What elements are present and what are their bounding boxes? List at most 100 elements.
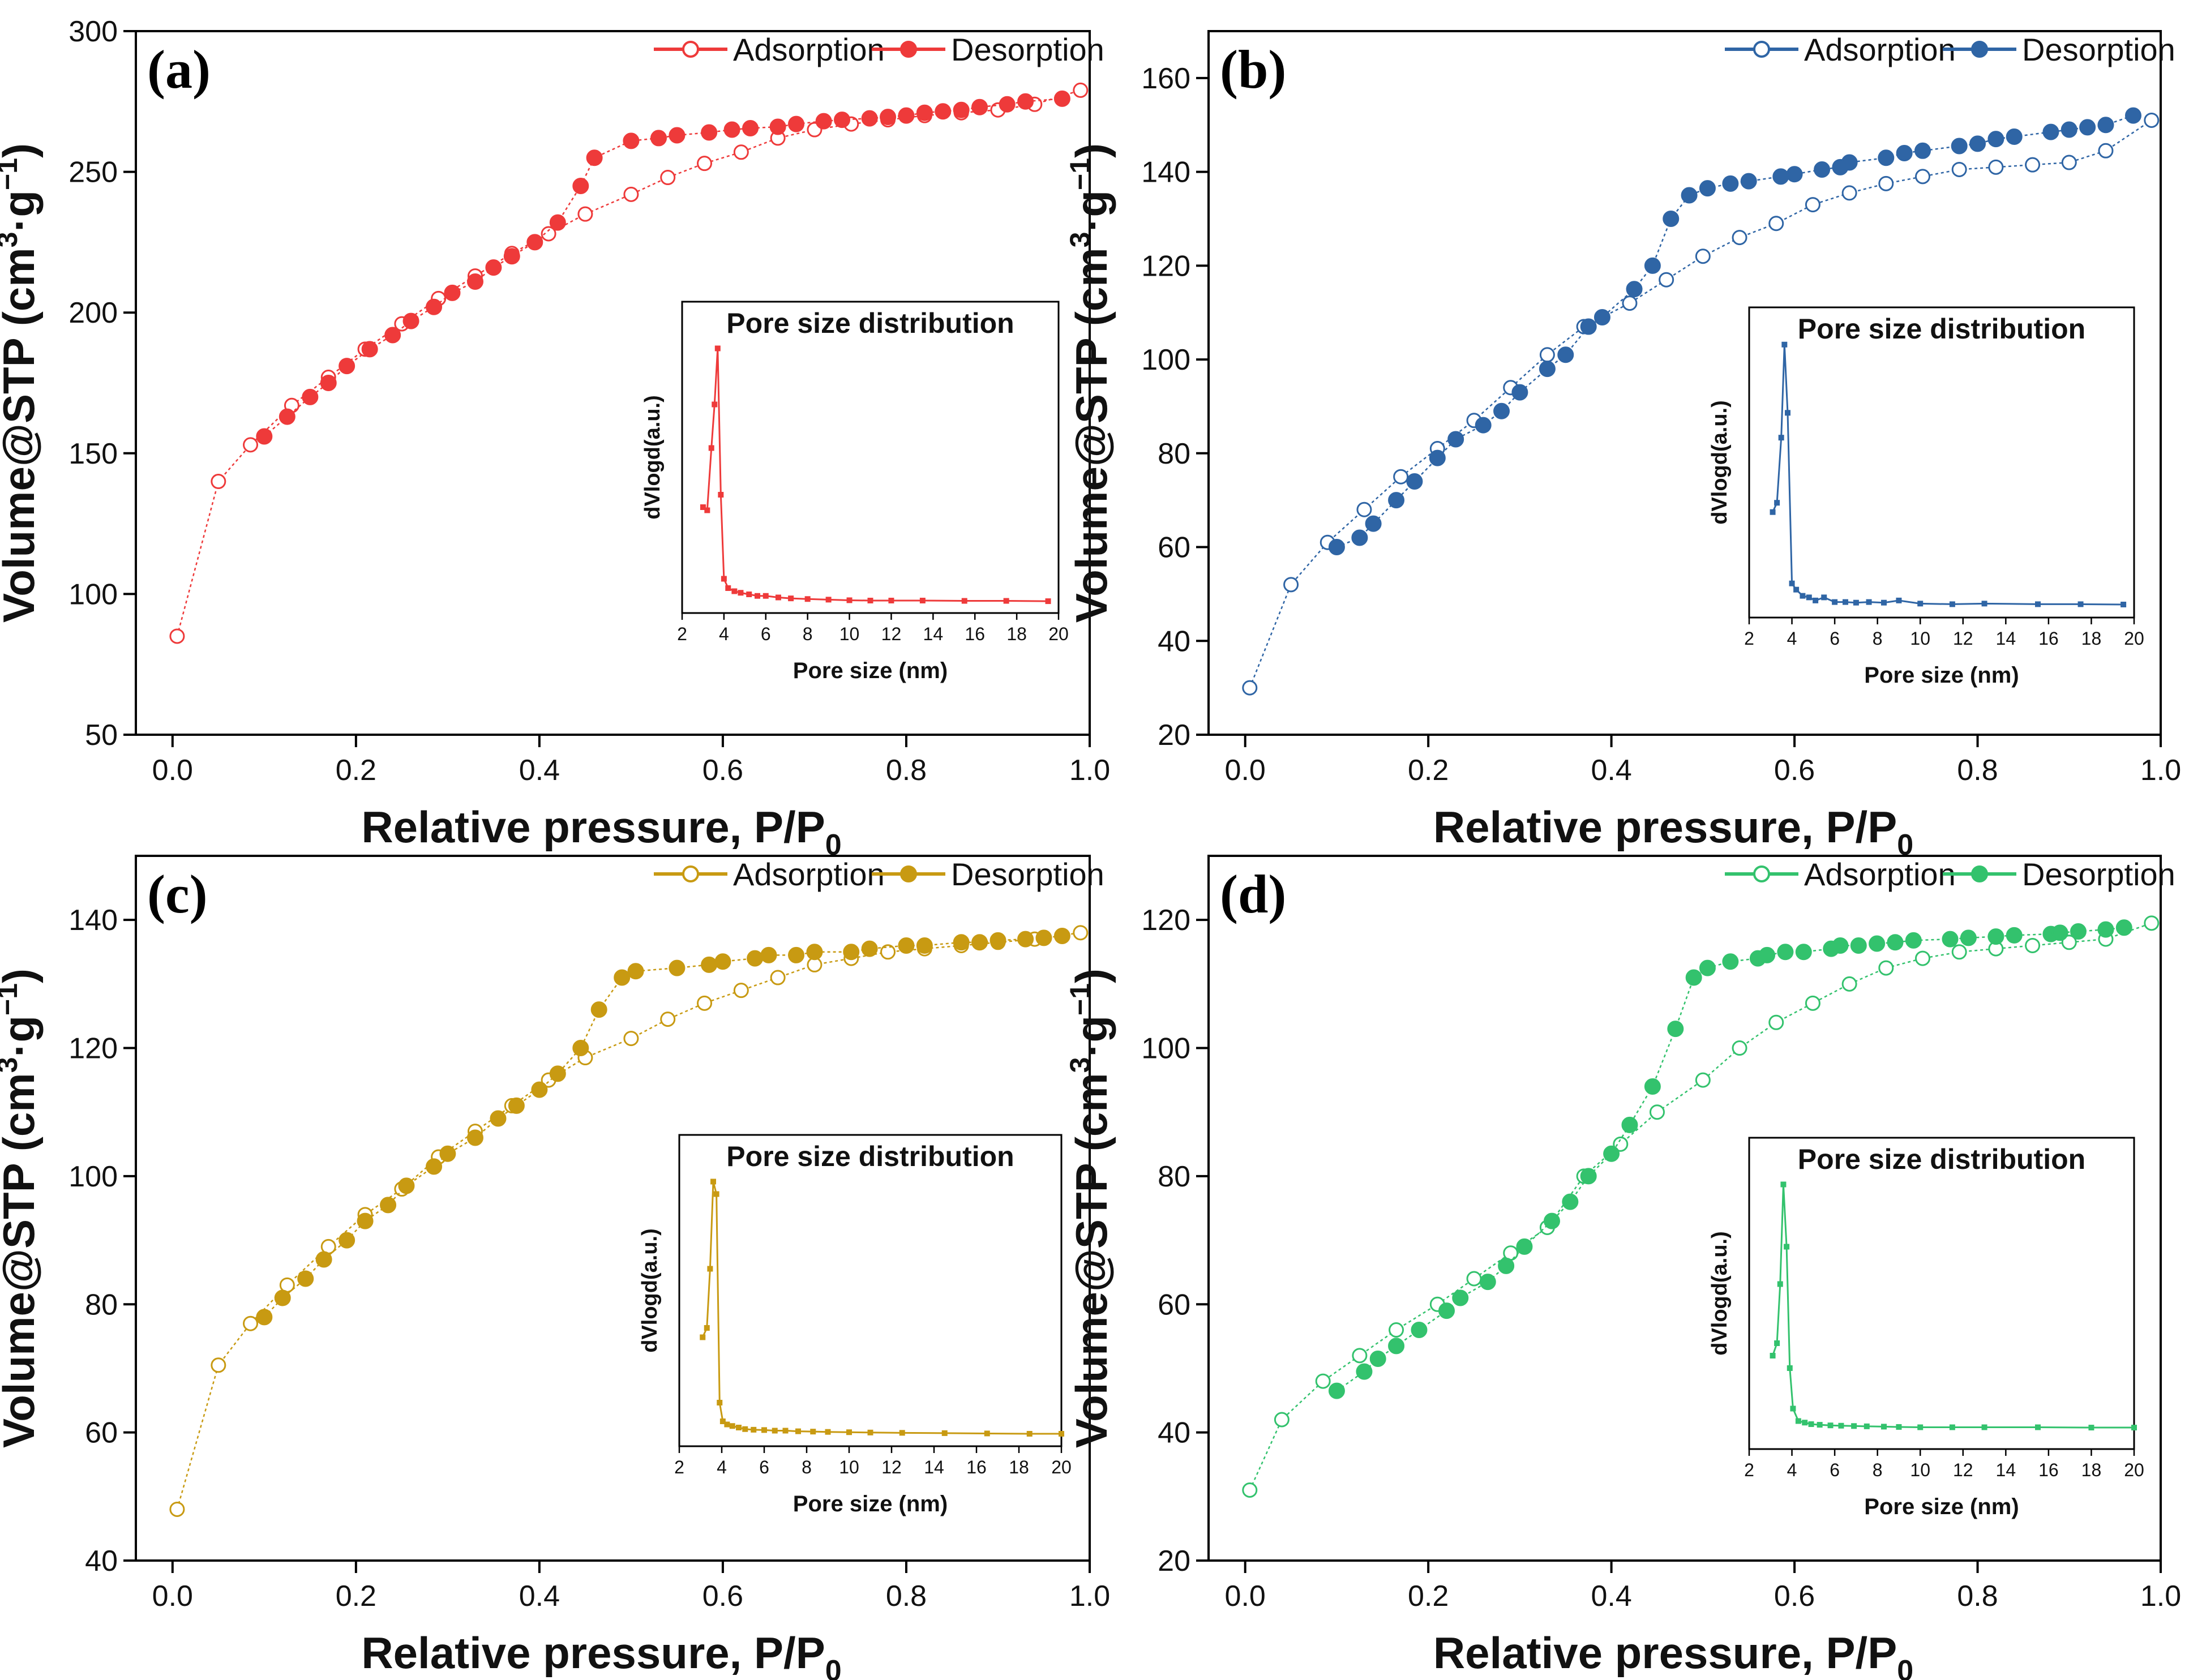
inset-x-tick-label: 4 xyxy=(717,1457,727,1477)
desorption-point xyxy=(2061,121,2077,138)
legend-marker xyxy=(1971,865,1988,882)
adsorption-point xyxy=(211,474,226,490)
inset-x-tick-label: 8 xyxy=(803,624,813,644)
inset-x-tick-label: 18 xyxy=(2081,628,2102,649)
inset-point xyxy=(1045,598,1051,605)
inset-series-line xyxy=(702,348,1048,602)
inset-x-tick-label: 4 xyxy=(1787,628,1797,649)
desorption-point xyxy=(747,950,764,967)
inset-point xyxy=(984,1430,990,1437)
x-tick-label: 0.0 xyxy=(152,754,193,787)
inset-title: Pore size distribution xyxy=(1798,313,2085,345)
desorption-point xyxy=(1053,927,1070,944)
desorption-point xyxy=(953,101,970,118)
desorption-point xyxy=(1786,166,1803,183)
desorption-point xyxy=(1356,1363,1373,1380)
inset-x-tick-label: 6 xyxy=(1830,1460,1840,1480)
desorption-point xyxy=(788,115,805,132)
x-tick-label: 0.8 xyxy=(886,754,927,787)
y-tick-label: 140 xyxy=(1141,156,1190,189)
inset-point xyxy=(1774,500,1780,506)
inset-point xyxy=(1821,594,1827,601)
desorption-point xyxy=(843,944,860,961)
inset-point xyxy=(724,1421,730,1428)
inset-point xyxy=(1795,1418,1801,1424)
desorption-point xyxy=(2097,117,2114,134)
inset-x-tick-label: 20 xyxy=(1051,1457,1072,1477)
inset-point xyxy=(2035,601,2041,607)
adsorption-point xyxy=(880,944,896,960)
inset-point xyxy=(1059,1431,1064,1437)
inset-point xyxy=(742,1426,748,1432)
x-axis-label: Relative pressure, P/P0 xyxy=(361,1628,841,1680)
inset-point xyxy=(1896,1424,1902,1430)
desorption-point xyxy=(1498,1257,1515,1274)
desorption-point xyxy=(788,946,805,963)
inset-point xyxy=(708,445,714,451)
desorption-point xyxy=(1841,154,1858,171)
desorption-point xyxy=(1452,1289,1469,1306)
inset-x-tick-label: 6 xyxy=(759,1457,769,1477)
inset-point xyxy=(2131,1425,2137,1431)
inset-point xyxy=(1774,1340,1780,1346)
inset-point xyxy=(1808,1421,1814,1427)
inset-x-tick-label: 2 xyxy=(674,1457,684,1477)
inset-point xyxy=(2088,1425,2094,1431)
y-tick-label: 40 xyxy=(1158,625,1190,658)
desorption-point xyxy=(916,104,933,121)
inset-point xyxy=(1813,597,1819,603)
desorption-point xyxy=(742,120,759,137)
desorption-point xyxy=(1987,928,2004,945)
y-tick-label: 140 xyxy=(68,904,118,937)
inset-point xyxy=(1802,1420,1808,1426)
desorption-point xyxy=(531,1081,548,1098)
y-tick-label: 300 xyxy=(68,15,118,48)
plot-frame xyxy=(135,30,1091,736)
desorption-point xyxy=(760,946,777,963)
inset-point xyxy=(700,504,706,510)
desorption-point xyxy=(466,273,483,290)
adsorption-point xyxy=(1695,1072,1711,1088)
adsorption-point xyxy=(1878,960,1894,976)
y-tick-label: 250 xyxy=(68,156,118,189)
inset-point xyxy=(731,588,738,594)
desorption-point xyxy=(1699,180,1716,197)
desorption-point xyxy=(1896,144,1913,161)
desorption-point xyxy=(361,341,378,358)
desorption-point xyxy=(1511,384,1528,401)
desorption-point xyxy=(357,1212,374,1229)
adsorption-point xyxy=(623,1031,639,1047)
adsorption-point xyxy=(1659,272,1674,288)
desorption-point xyxy=(1017,93,1034,110)
adsorption-point xyxy=(2025,937,2041,953)
desorption-point xyxy=(320,375,337,391)
legend-label: Adsorption xyxy=(1804,32,1956,67)
inset-point xyxy=(1026,1431,1033,1437)
adsorption-point xyxy=(623,186,639,202)
inset-x-label: Pore size (nm) xyxy=(1864,1494,2019,1519)
desorption-point xyxy=(1365,515,1382,532)
adsorption-point xyxy=(733,983,749,998)
desorption-point xyxy=(339,1232,355,1249)
desorption-point xyxy=(466,1129,483,1146)
inset-point xyxy=(1806,594,1812,601)
desorption-point xyxy=(526,234,543,251)
adsorption-point xyxy=(733,144,749,160)
inset-point xyxy=(810,1429,816,1435)
x-tick-label: 0.0 xyxy=(1225,1580,1266,1613)
x-tick-label: 0.8 xyxy=(886,1580,927,1613)
inset-point xyxy=(1851,1423,1857,1429)
desorption-point xyxy=(1699,959,1716,976)
desorption-point xyxy=(339,358,355,375)
x-tick-label: 0.6 xyxy=(702,1580,743,1613)
desorption-point xyxy=(2079,119,2096,136)
inset-point xyxy=(1843,599,1848,605)
desorption-point xyxy=(2097,921,2114,938)
desorption-point xyxy=(380,1197,397,1214)
inset-x-tick-label: 14 xyxy=(1996,1460,2016,1480)
desorption-point xyxy=(701,956,718,973)
desorption-point xyxy=(1369,1350,1386,1367)
x-tick-label: 0.2 xyxy=(336,754,376,787)
inset-frame xyxy=(681,301,1060,614)
